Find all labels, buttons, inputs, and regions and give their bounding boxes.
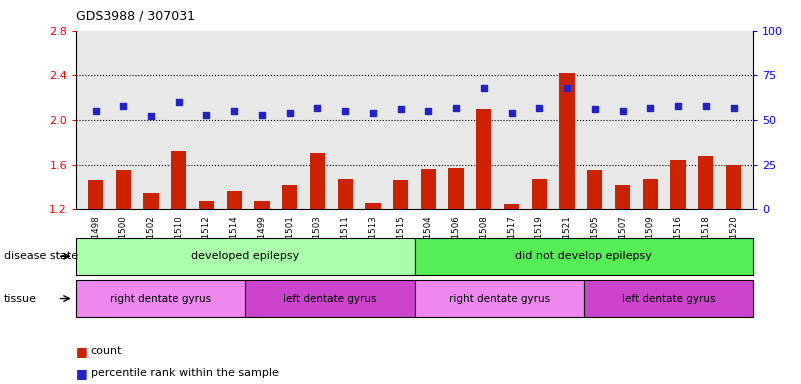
Point (284, 110, 296, 116)
Bar (615, 185, 630, 209)
Bar (670, 160, 686, 209)
Point (727, 104, 740, 111)
Point (172, 99, 185, 105)
Bar (227, 192, 242, 209)
Bar (310, 154, 325, 209)
Bar (365, 203, 380, 209)
Text: left dentate gyrus: left dentate gyrus (622, 293, 715, 304)
Bar (421, 169, 436, 209)
Bar (115, 170, 131, 209)
Point (561, 85, 574, 91)
Point (477, 85, 490, 91)
Bar (642, 179, 658, 209)
Text: percentile rank within the sample: percentile rank within the sample (91, 368, 279, 378)
Text: ■: ■ (76, 367, 92, 380)
Point (311, 104, 324, 111)
Point (505, 110, 518, 116)
Text: disease state: disease state (4, 251, 78, 262)
Bar (282, 185, 297, 209)
Bar (559, 73, 574, 209)
Bar (532, 179, 547, 209)
Bar (393, 180, 409, 209)
Bar (726, 165, 741, 209)
Text: tissue: tissue (4, 293, 37, 304)
Point (394, 106, 407, 113)
Text: developed epilepsy: developed epilepsy (191, 251, 300, 262)
Point (367, 110, 380, 116)
Point (117, 103, 130, 109)
Bar (199, 202, 214, 209)
Point (449, 104, 462, 111)
Text: ■: ■ (76, 345, 92, 358)
Bar (504, 204, 519, 209)
Point (256, 112, 268, 118)
Text: right dentate gyrus: right dentate gyrus (449, 293, 549, 304)
Bar (88, 180, 103, 209)
Bar (255, 202, 270, 209)
Bar (449, 168, 464, 209)
Point (616, 108, 629, 114)
Text: did not develop epilepsy: did not develop epilepsy (515, 251, 652, 262)
Point (644, 104, 657, 111)
Point (227, 108, 240, 114)
Text: GDS3988 / 307031: GDS3988 / 307031 (76, 10, 195, 23)
Point (589, 106, 602, 113)
Bar (171, 151, 187, 209)
Bar (698, 156, 714, 209)
Point (200, 112, 213, 118)
Bar (477, 109, 492, 209)
Point (533, 104, 545, 111)
Text: left dentate gyrus: left dentate gyrus (284, 293, 376, 304)
Point (699, 103, 712, 109)
Bar (587, 170, 602, 209)
Point (145, 113, 158, 119)
Point (671, 103, 684, 109)
Text: right dentate gyrus: right dentate gyrus (111, 293, 211, 304)
Bar (143, 192, 159, 209)
Bar (337, 179, 352, 209)
Point (339, 108, 352, 114)
Point (422, 108, 435, 114)
Text: count: count (91, 346, 122, 356)
Point (89, 108, 102, 114)
